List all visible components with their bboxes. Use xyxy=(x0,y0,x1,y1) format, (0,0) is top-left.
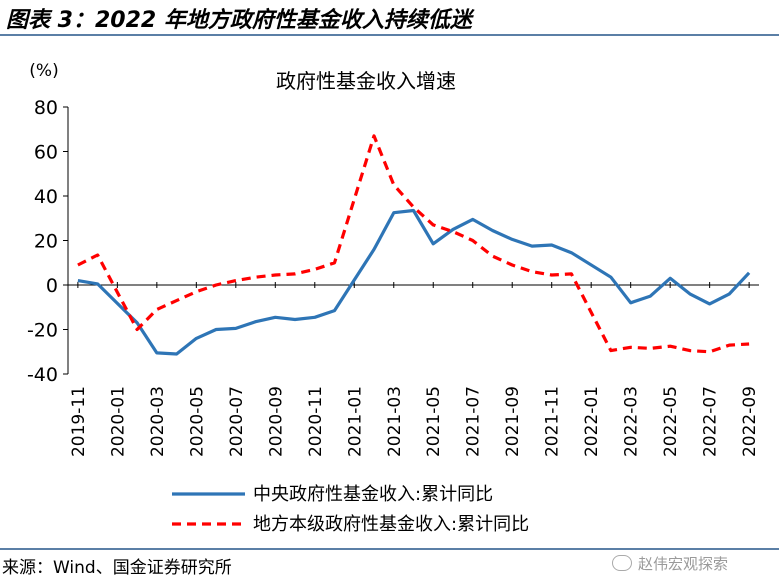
x-tick-label: 2020-07 xyxy=(227,386,247,457)
wechat-icon xyxy=(612,555,632,571)
x-tick-label: 2021-11 xyxy=(543,386,563,457)
x-tick-label: 2019-11 xyxy=(69,386,89,457)
line-chart: 政府性基金收入增速 (%) -40 -20 0 20 40 60 80 2019-11 202… xyxy=(27,61,760,535)
chart-title: 政府性基金收入增速 xyxy=(276,69,456,93)
x-tick-label: 2020-03 xyxy=(148,386,168,457)
x-tick-label: 2022-09 xyxy=(740,386,760,457)
figure-title: 图表 3：2022 年地方政府性基金收入持续低迷 xyxy=(6,8,472,33)
bottom-rule xyxy=(0,548,779,550)
x-tick-label: 2020-01 xyxy=(108,386,128,457)
x-tick-label: 2022-05 xyxy=(661,386,681,457)
y-unit-label: (%) xyxy=(29,61,58,81)
x-tick-label: 2021-07 xyxy=(464,386,484,457)
x-tick-label: 2021-05 xyxy=(424,386,444,457)
y-tick-label: -20 xyxy=(27,320,58,342)
y-tick-label: 40 xyxy=(34,186,58,208)
y-tick-label: 20 xyxy=(34,231,58,253)
x-tick-label: 2021-09 xyxy=(503,386,523,457)
x-tick-label: 2021-01 xyxy=(345,386,365,457)
top-rule xyxy=(0,34,779,36)
x-tick-label: 2022-03 xyxy=(622,386,642,457)
x-tick-label: 2020-05 xyxy=(187,386,207,457)
x-tick-label: 2022-07 xyxy=(701,386,721,457)
x-tick-label: 2021-03 xyxy=(385,386,405,457)
y-tick-label: 0 xyxy=(46,275,58,297)
x-tick-label: 2020-09 xyxy=(266,386,286,457)
legend-label-2: 地方本级政府性基金收入:累计同比 xyxy=(253,514,529,535)
y-tick-label: -40 xyxy=(27,364,58,386)
watermark-text: 赵伟宏观探索 xyxy=(638,555,729,573)
watermark: 赵伟宏观探索 xyxy=(612,553,728,574)
legend-label-1: 中央政府性基金收入:累计同比 xyxy=(253,484,493,505)
y-tick-label: 60 xyxy=(34,142,58,164)
x-tick-label: 2020-11 xyxy=(306,386,326,457)
source-note: 来源：Wind、国金证券研究所 xyxy=(2,558,232,578)
series-line-1 xyxy=(77,208,751,356)
series-line-2 xyxy=(77,134,750,354)
y-tick-label: 80 xyxy=(34,97,58,119)
x-tick-label: 2022-01 xyxy=(582,386,602,457)
